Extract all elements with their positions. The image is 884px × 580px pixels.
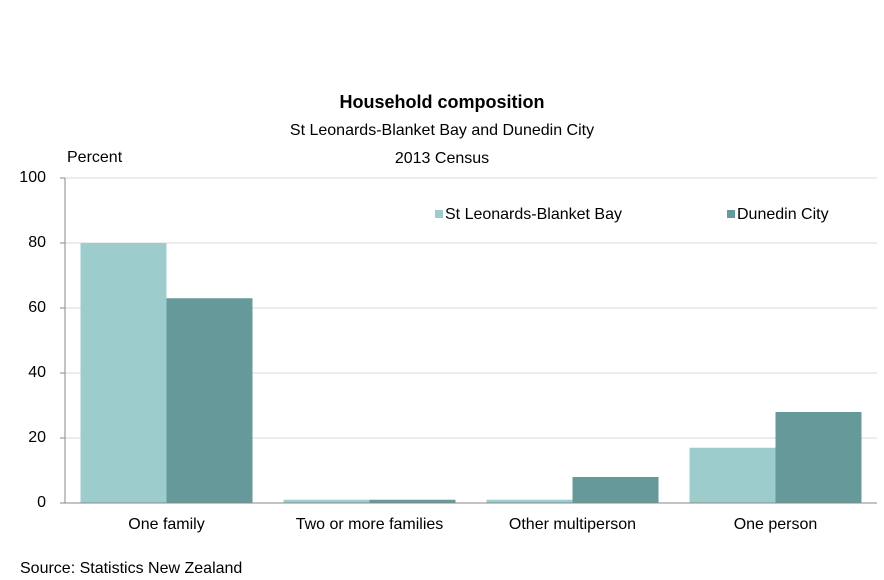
y-tick-label: 100 — [19, 169, 46, 186]
bar — [689, 447, 776, 503]
bar — [283, 499, 370, 503]
bar — [775, 412, 862, 503]
y-tick-label: 20 — [28, 429, 46, 446]
y-tick-label: 80 — [28, 234, 46, 251]
y-tick-label: 40 — [28, 364, 46, 381]
legend-swatch — [727, 210, 735, 218]
x-tick-label: One person — [734, 516, 818, 533]
bar — [572, 477, 659, 503]
bar — [369, 499, 456, 503]
legend-label: St Leonards-Blanket Bay — [445, 206, 622, 223]
y-tick-label: 60 — [28, 299, 46, 316]
chart-subtitle: 2013 Census — [395, 150, 489, 167]
legend-label: Dunedin City — [737, 206, 829, 223]
bar — [80, 243, 167, 503]
bar — [166, 298, 253, 503]
chart-title: Household composition — [340, 92, 545, 112]
x-tick-label: Other multiperson — [509, 516, 636, 533]
y-tick-label: 0 — [37, 494, 46, 511]
legend-swatch — [435, 210, 443, 218]
x-tick-label: One family — [128, 516, 204, 533]
x-tick-label: Two or more families — [296, 516, 444, 533]
source-note: Source: Statistics New Zealand — [20, 560, 242, 577]
bar — [486, 499, 573, 503]
y-axis-label: Percent — [67, 149, 123, 166]
chart-subtitle: St Leonards-Blanket Bay and Dunedin City — [290, 122, 594, 139]
